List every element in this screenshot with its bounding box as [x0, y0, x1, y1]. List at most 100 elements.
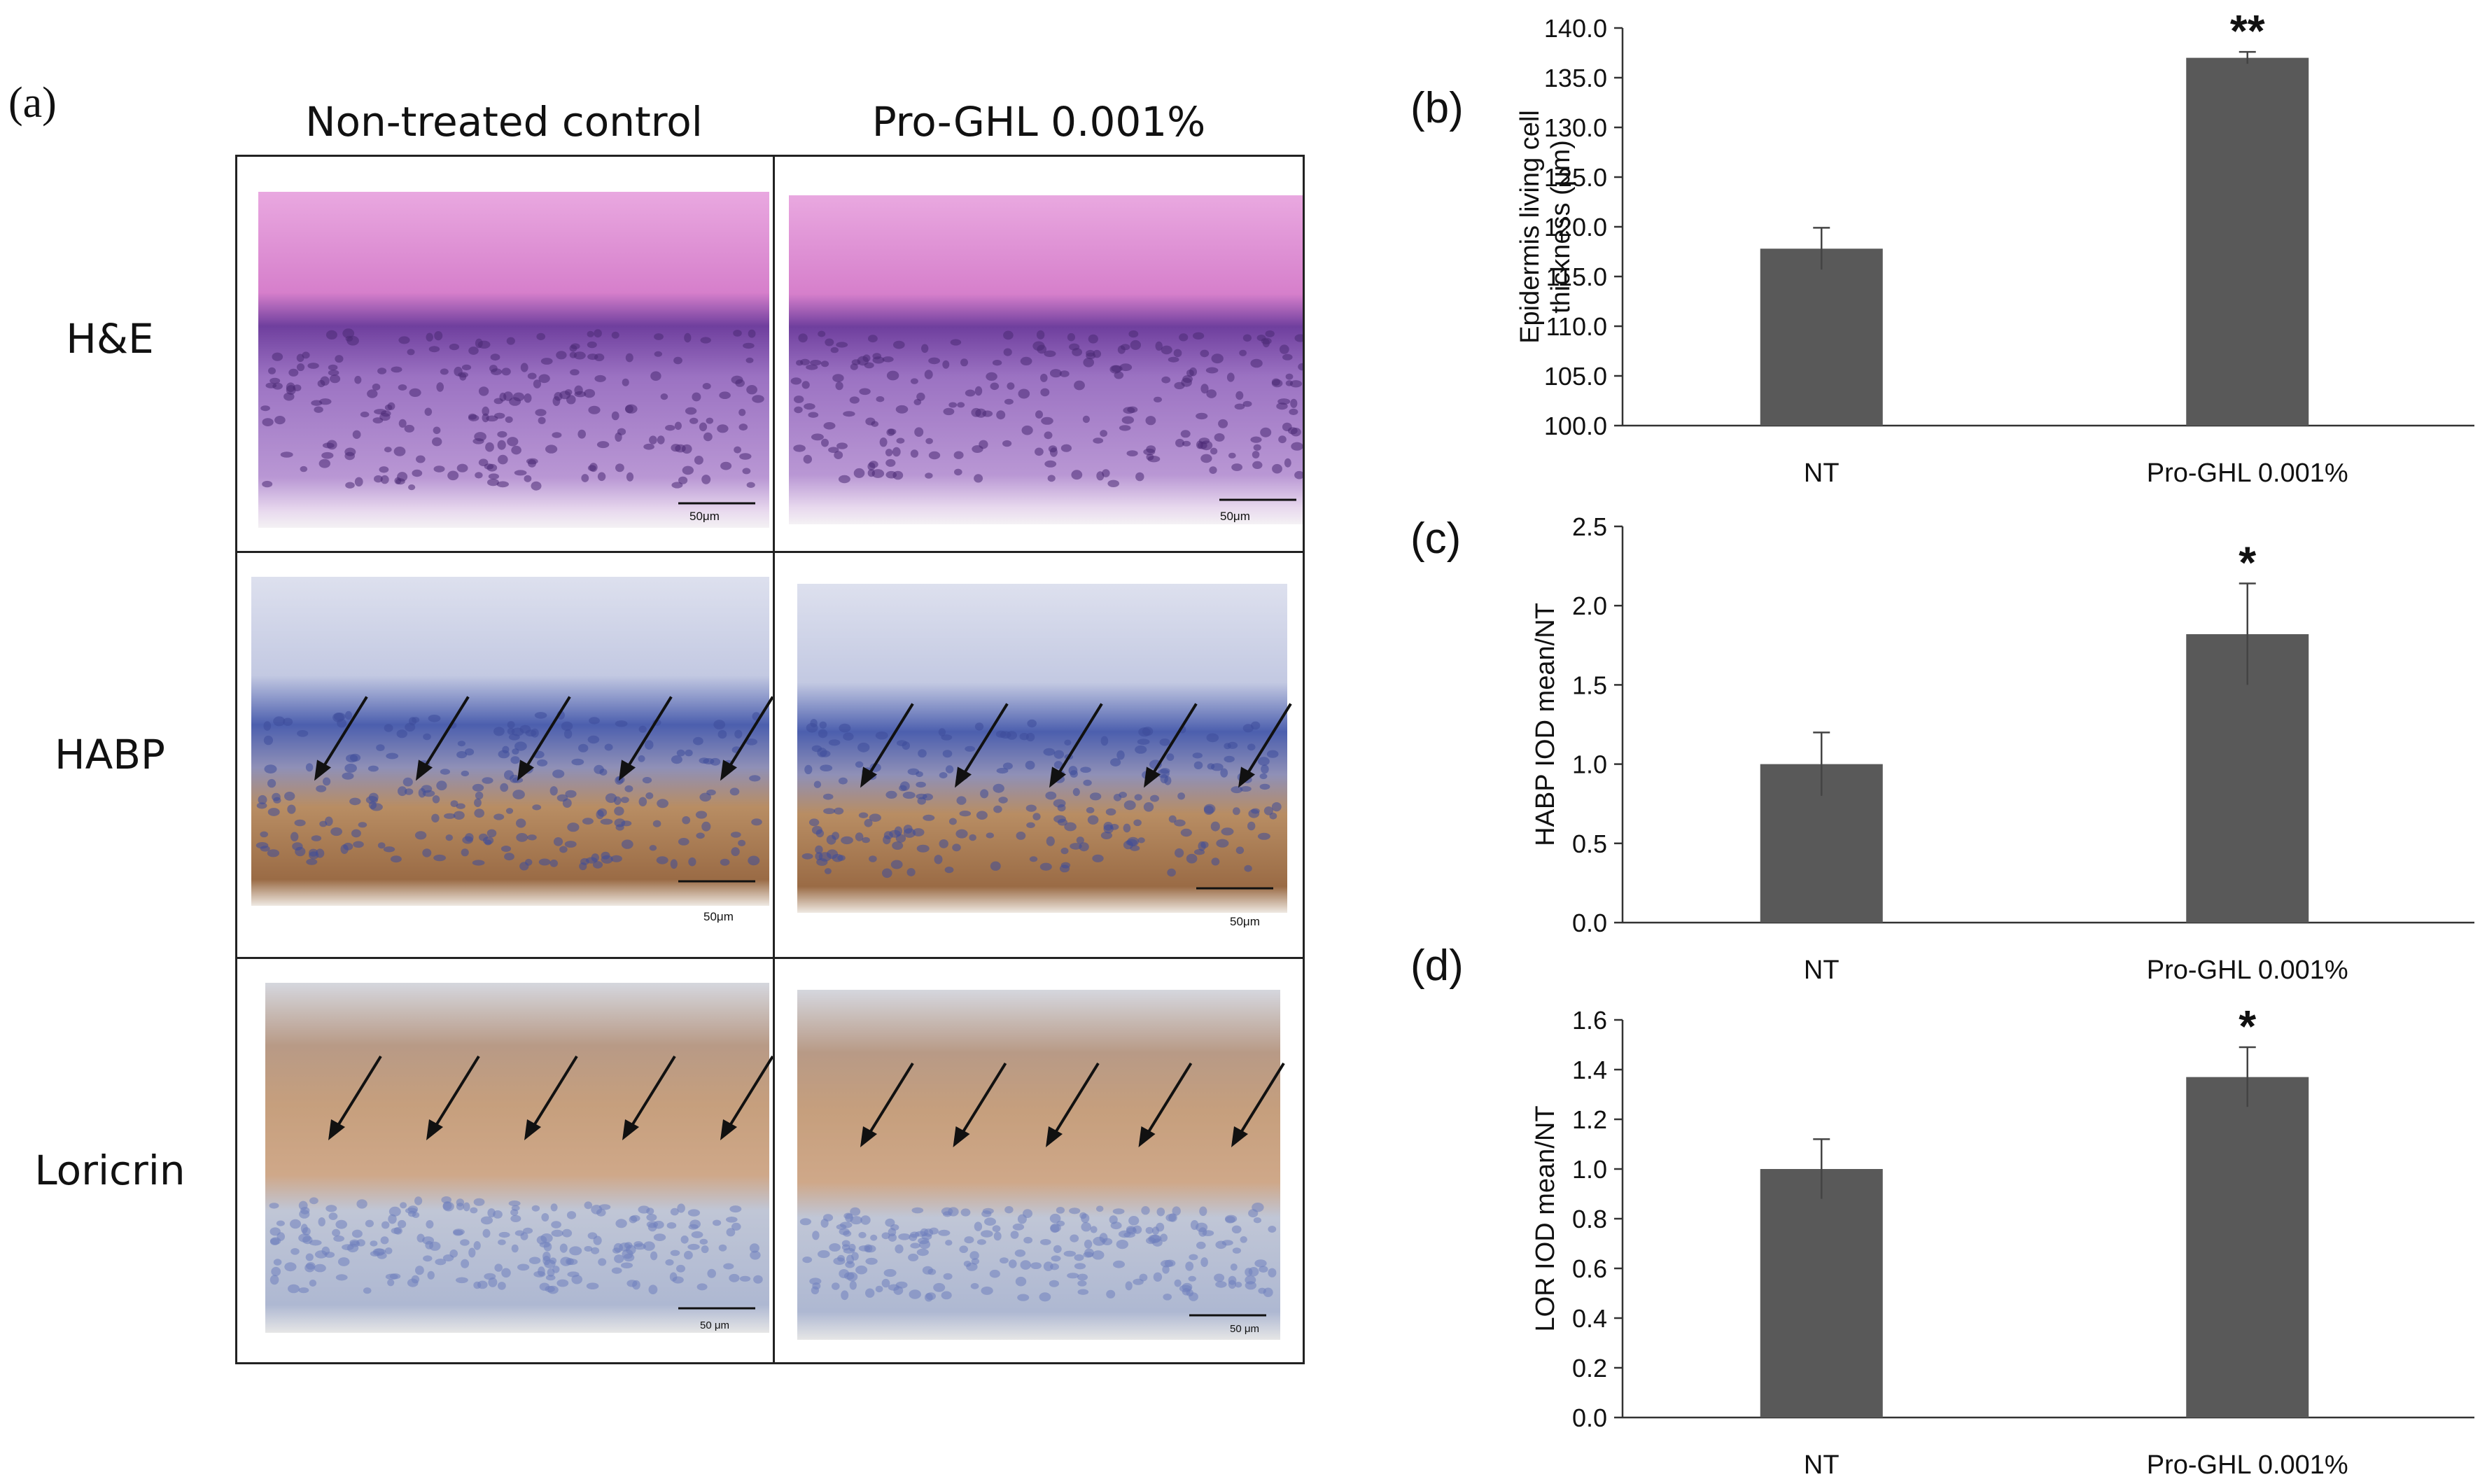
cell-nucleus — [314, 1250, 328, 1259]
cell-nucleus — [589, 717, 600, 724]
cell-nucleus — [1193, 332, 1205, 340]
cell-nucleus — [512, 392, 525, 402]
cell-nucleus — [648, 1284, 658, 1294]
cell-nucleus — [682, 465, 694, 475]
cell-nucleus — [588, 405, 601, 414]
cell-nucleus — [1004, 1206, 1014, 1214]
cell-nucleus — [916, 771, 923, 778]
cell-nucleus — [527, 372, 537, 379]
cell-nucleus — [280, 451, 293, 458]
cell-nucleus — [1041, 416, 1053, 425]
cell-nucleus — [1023, 1209, 1032, 1218]
cell-nucleus — [323, 777, 331, 786]
cell-nucleus — [569, 351, 577, 358]
cell-nucleus — [839, 1228, 850, 1236]
cell-nucleus — [314, 406, 323, 413]
cell-nucleus — [428, 346, 440, 353]
cell-nucleus — [267, 778, 276, 788]
cell-nucleus — [1202, 1230, 1214, 1236]
cell-nucleus — [965, 389, 976, 397]
bar — [2186, 1077, 2309, 1418]
cell-nucleus — [701, 821, 711, 832]
cell-nucleus — [1259, 1266, 1268, 1273]
cell-nucleus — [643, 443, 654, 450]
cell-nucleus — [1180, 430, 1191, 438]
cell-nucleus — [867, 462, 876, 471]
cell-nucleus — [823, 808, 836, 814]
scale-bar-label: 50μm — [1230, 915, 1260, 928]
cell-nucleus — [320, 376, 330, 386]
cell-nucleus — [925, 472, 933, 479]
cell-nucleus — [1164, 1259, 1176, 1267]
y-tick-label: 0.5 — [1572, 830, 1607, 858]
cell-nucleus — [881, 1278, 890, 1288]
cell-nucleus — [696, 832, 705, 839]
cell-nucleus — [1252, 1203, 1264, 1212]
cell-nucleus — [862, 354, 871, 362]
cell-nucleus — [944, 867, 954, 874]
cell-nucleus — [1167, 868, 1176, 877]
y-axis-label: Epidermis living cell — [1515, 110, 1545, 344]
cell-nucleus — [506, 337, 515, 345]
cell-nucleus — [498, 1282, 506, 1290]
cell-nucleus — [1086, 806, 1095, 813]
cell-nucleus — [262, 418, 274, 426]
cell-nucleus — [925, 438, 933, 444]
y-tick-label: 1.6 — [1572, 1006, 1607, 1035]
y-tick-label: 110.0 — [1546, 312, 1607, 341]
cell-nucleus — [835, 382, 843, 391]
cell-nucleus — [1240, 786, 1252, 792]
cell-nucleus — [717, 424, 729, 433]
cell-nucleus — [610, 855, 622, 862]
cell-nucleus — [872, 356, 885, 364]
cell-nucleus — [743, 342, 755, 349]
cell-nucleus — [1142, 727, 1154, 736]
cell-nucleus — [1214, 1273, 1225, 1282]
cell-nucleus — [318, 458, 330, 468]
cell-nucleus — [886, 370, 899, 381]
cell-nucleus — [463, 1202, 470, 1212]
cell-nucleus — [1032, 341, 1045, 351]
cell-nucleus — [464, 748, 475, 756]
cell-nucleus — [676, 1264, 685, 1273]
cell-nucleus — [328, 1212, 338, 1220]
cell-nucleus — [867, 469, 875, 477]
cell-nucleus — [613, 796, 622, 805]
cell-nucleus — [423, 733, 431, 741]
cell-nucleus — [1230, 1264, 1238, 1271]
cell-nucleus — [407, 349, 415, 356]
cell-nucleus — [1106, 1289, 1116, 1298]
y-axis-label: LOR IOD mean/NT — [1531, 1105, 1560, 1331]
cell-nucleus — [615, 1219, 627, 1228]
cell-nucleus — [1003, 348, 1012, 356]
cell-nucleus — [1135, 746, 1147, 754]
arrow-head — [426, 1119, 443, 1140]
cell-nucleus — [625, 404, 638, 414]
cell-nucleus — [1004, 398, 1014, 405]
y-tick-label: 120.0 — [1544, 213, 1607, 241]
cell-nucleus — [335, 1219, 347, 1229]
grid-divider-vertical — [773, 155, 775, 1364]
cell-nucleus — [1209, 466, 1217, 474]
y-tick-label: 0.2 — [1572, 1354, 1607, 1382]
cell-nucleus — [597, 472, 606, 482]
cell-nucleus — [1181, 377, 1192, 387]
cell-nucleus — [1206, 389, 1217, 398]
cell-nucleus — [952, 844, 961, 852]
cell-nucleus — [1279, 344, 1289, 354]
cell-nucleus — [820, 1218, 829, 1228]
y-tick-label: 130.0 — [1544, 113, 1607, 142]
cell-nucleus — [1059, 370, 1070, 377]
cell-nucleus — [1252, 451, 1260, 458]
cell-nucleus — [367, 389, 378, 398]
cell-nucleus — [1200, 1257, 1208, 1268]
cell-nucleus — [497, 440, 506, 450]
cell-nucleus — [553, 837, 563, 846]
cell-nucleus — [885, 458, 896, 467]
cell-nucleus — [1040, 1239, 1051, 1245]
cell-nucleus — [871, 421, 879, 427]
cell-nucleus — [1247, 821, 1256, 831]
cell-nucleus — [349, 797, 361, 806]
cell-nucleus — [1285, 373, 1294, 380]
cell-nucleus — [1232, 1247, 1241, 1254]
